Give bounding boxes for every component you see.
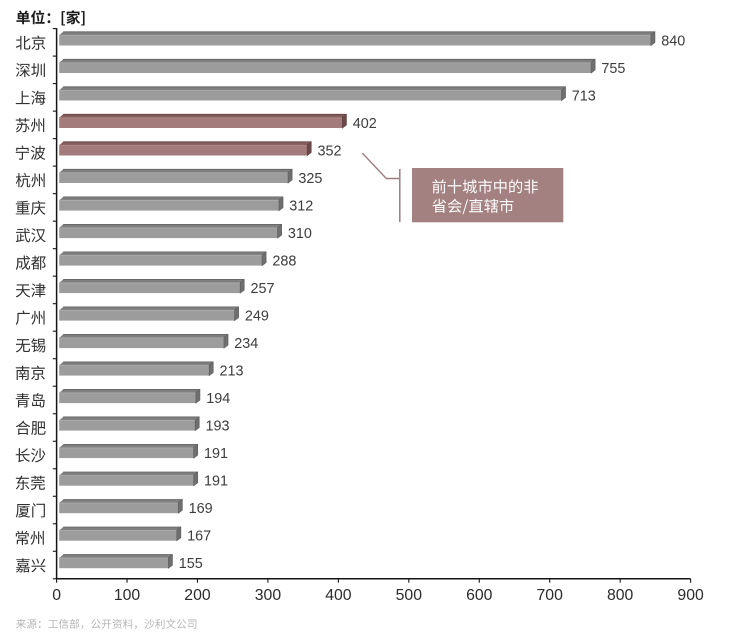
svg-text:800: 800 [607, 587, 634, 604]
svg-text:155: 155 [179, 556, 203, 572]
svg-text:312: 312 [289, 199, 313, 215]
svg-text:200: 200 [184, 587, 211, 604]
svg-text:840: 840 [661, 34, 685, 50]
svg-text:310: 310 [288, 226, 312, 242]
svg-text:402: 402 [353, 116, 377, 132]
svg-text:352: 352 [318, 144, 342, 160]
svg-text:257: 257 [251, 281, 275, 297]
svg-text:191: 191 [204, 474, 228, 490]
svg-text:900: 900 [677, 587, 704, 604]
svg-text:249: 249 [245, 309, 269, 325]
svg-text:755: 755 [601, 61, 625, 77]
svg-text:100: 100 [114, 587, 141, 604]
svg-text:600: 600 [466, 587, 493, 604]
svg-text:300: 300 [255, 587, 282, 604]
svg-text:0: 0 [52, 587, 61, 604]
svg-text:713: 713 [572, 89, 596, 105]
svg-text:325: 325 [298, 171, 322, 187]
svg-text:191: 191 [204, 446, 228, 462]
svg-text:700: 700 [537, 587, 564, 604]
svg-text:288: 288 [272, 254, 296, 270]
svg-text:213: 213 [220, 364, 244, 380]
svg-text:234: 234 [234, 336, 258, 352]
svg-text:500: 500 [396, 587, 423, 604]
svg-text:169: 169 [189, 501, 213, 517]
svg-text:167: 167 [187, 529, 211, 545]
svg-text:400: 400 [325, 587, 352, 604]
svg-text:194: 194 [206, 391, 230, 407]
svg-text:193: 193 [206, 419, 230, 435]
